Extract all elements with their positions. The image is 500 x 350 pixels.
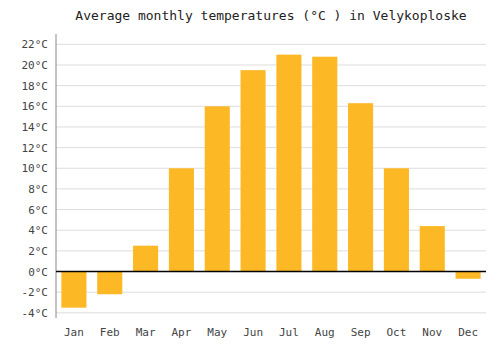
x-tick-label: May [207,326,227,339]
grid-line [56,209,486,210]
y-tick-label: 20°C [22,59,49,72]
y-tick-label: 4°C [28,224,48,237]
y-tick-label: 12°C [22,142,49,155]
bar [61,272,86,308]
bar [456,272,481,279]
y-tick-label: 0°C [28,266,48,279]
y-tick-label: 14°C [22,121,49,134]
x-tick-label: Jul [279,326,299,339]
x-tick-label: Mar [136,326,156,339]
chart-container: Average monthly temperatures (°C ) in Ve… [0,0,500,350]
x-tick-label: Apr [171,326,191,339]
bar [97,272,122,295]
bar [276,55,301,272]
y-tick-label: -2°C [22,286,49,299]
page: {"chart_data": {"type": "bar", "title": … [0,0,500,350]
x-tick-label: Aug [315,326,335,339]
grid-line [56,64,486,65]
bar [169,168,194,271]
x-tick-label: Sep [351,326,371,339]
y-tick-label: 2°C [28,245,48,258]
grid-line [56,188,486,189]
bars [61,55,480,308]
x-tick-labels: Jan Feb Mar Apr May Jun Jul Aug Sep Oct Nov Dec [64,326,478,339]
x-tick-label: Jan [64,326,84,339]
y-tick-label: -4°C [22,307,49,320]
grid-line [56,85,486,86]
bar [205,106,230,271]
y-axis-line [56,34,57,318]
x-tick-label: Nov [422,326,442,339]
x-tick-label: Jun [243,326,263,339]
y-tick-label: 10°C [22,162,49,175]
bar [241,70,266,271]
zero-line [56,271,486,273]
x-tick-label: Feb [100,326,120,339]
bar [348,103,373,271]
grid [56,44,486,313]
y-tick-label: 6°C [28,204,48,217]
y-tick-label: 18°C [22,80,49,93]
title: Average monthly temperatures (°C ) in Ve… [75,8,467,23]
bar [312,57,337,272]
grid-line [56,312,486,313]
grid-line [56,147,486,148]
bar [420,226,445,271]
y-tick-label: 22°C [22,38,49,51]
bar [384,168,409,271]
bar [133,246,158,272]
grid-line [56,271,486,272]
x-tick-label: Oct [386,326,406,339]
y-tick-label: 8°C [28,183,48,196]
y-tick-label: 16°C [22,100,49,113]
grid-line [56,168,486,169]
x-tick-label: Dec [458,326,478,339]
y-tick-labels: -4°C -2°C 0°C 2°C 4°C 6°C 8°C 10°C 12°C 14°C 16°C 1… [22,38,49,320]
grid-line [56,44,486,45]
chart-svg: Average monthly temperatures (°C ) in Ve… [0,0,500,350]
grid-line [56,106,486,107]
grid-line [56,126,486,127]
